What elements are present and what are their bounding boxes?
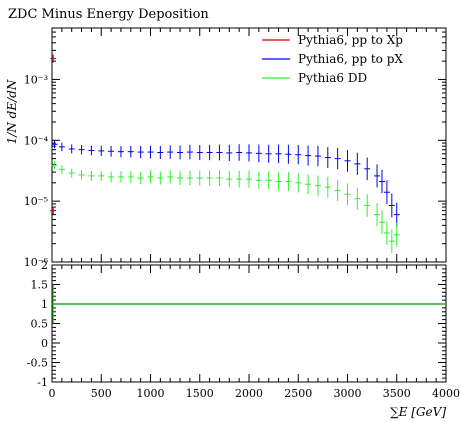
series-1 — [50, 54, 57, 215]
x-tick-label: 500 — [91, 387, 112, 400]
y-tick-label: 10⁻⁴ — [24, 134, 49, 147]
y-axis-label: 1/N dE/dN — [5, 79, 19, 144]
chart-title: ZDC Minus Energy Deposition — [8, 7, 209, 22]
y-tick-label: 10⁻⁶ — [24, 256, 49, 269]
series-2 — [51, 140, 400, 227]
ratio-plot-frame — [51, 264, 447, 383]
series-3 — [51, 161, 400, 254]
main-plot-panel: 10⁻⁶ 10⁻⁵ 10⁻⁴ 10⁻³ — [24, 27, 447, 269]
y-tick-label: 10⁻³ — [24, 73, 48, 86]
y-tick-label: 10⁻⁵ — [24, 195, 48, 208]
ratio-y-tick-label: 0.5 — [31, 318, 49, 331]
ratio-y-tick-label: 1 — [41, 298, 48, 311]
x-tick-label: 2000 — [235, 387, 263, 400]
x-tick-label: 0 — [49, 387, 56, 400]
ratio-y-tick-label: -1 — [37, 376, 48, 389]
x-axis-label: ∑E [GeV] — [390, 405, 446, 419]
ratio-plot-panel: 0 500 1000 1500 2000 2500 3000 3500 4000 -1 -0.5 0 0… — [27, 259, 460, 400]
x-tick-label: 1500 — [186, 387, 214, 400]
legend-label: Pythia6, pp to Xp — [298, 33, 403, 47]
ratio-y-tick-label: 0 — [41, 337, 48, 350]
x-tick-label: 4000 — [432, 387, 460, 400]
x-tick-label: 1000 — [137, 387, 165, 400]
ratio-y-tick-label: 2 — [41, 259, 48, 272]
x-tick-label: 3000 — [334, 387, 362, 400]
x-tick-label: 3500 — [383, 387, 411, 400]
x-tick-label: 2500 — [284, 387, 312, 400]
ratio-y-tick-label: -0.5 — [27, 357, 48, 370]
legend: Pythia6, pp to Xp Pythia6, pp to pX Pythia… — [262, 33, 403, 85]
ratio-y-tick-label: 1.5 — [31, 279, 49, 292]
legend-label: Pythia6 DD — [298, 71, 367, 85]
legend-label: Pythia6, pp to pX — [298, 52, 403, 66]
